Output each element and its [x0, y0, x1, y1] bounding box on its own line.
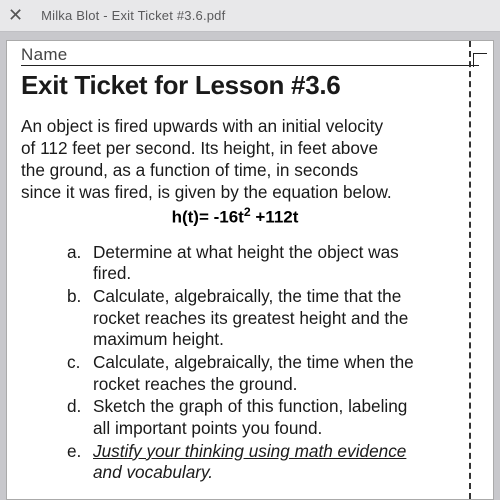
equation-sup: 2 — [244, 205, 251, 219]
problem-line: the ground, as a function of time, in se… — [21, 159, 449, 181]
q-text: Calculate, algebraically, the time that … — [93, 286, 449, 351]
q-letter: a. — [67, 242, 93, 285]
problem-line: An object is fired upwards with an initi… — [21, 115, 449, 137]
equation-post: +112t — [251, 208, 299, 227]
document-page: Name Exit Ticket for Lesson #3.6 An obje… — [6, 40, 494, 500]
equation: h(t)= -16t2 +112t — [0, 205, 479, 228]
page-title: Exit Ticket for Lesson #3.6 — [21, 70, 479, 101]
q-text: Sketch the graph of this function, label… — [93, 396, 449, 439]
q-letter: c. — [67, 352, 93, 395]
question-b: b. Calculate, algebraically, the time th… — [67, 286, 449, 351]
tab-title: Milka Blot - Exit Ticket #3.6.pdf — [41, 8, 225, 23]
name-line: Name — [21, 45, 479, 66]
corner-mark — [473, 53, 487, 67]
q-underlined: Justify your thinking using math evidenc… — [93, 441, 406, 461]
question-list: a. Determine at what height the object w… — [21, 242, 479, 484]
problem-line: since it was fired, is given by the equa… — [21, 181, 449, 203]
question-c: c. Calculate, algebraically, the time wh… — [67, 352, 449, 395]
q-letter: d. — [67, 396, 93, 439]
close-icon[interactable]: ✕ — [8, 5, 23, 26]
question-d: d. Sketch the graph of this function, la… — [67, 396, 449, 439]
q-text: Calculate, algebraically, the time when … — [93, 352, 449, 395]
problem-line: of 112 feet per second. Its height, in f… — [21, 137, 449, 159]
q-letter: b. — [67, 286, 93, 351]
q-letter: e. — [67, 441, 93, 484]
q-text: Justify your thinking using math evidenc… — [93, 441, 449, 484]
q-italic: and vocabulary. — [93, 462, 213, 482]
question-e: e. Justify your thinking using math evid… — [67, 441, 449, 484]
question-a: a. Determine at what height the object w… — [67, 242, 449, 285]
tab-bar: ✕ Milka Blot - Exit Ticket #3.6.pdf — [0, 0, 500, 32]
equation-pre: h(t)= -16t — [172, 208, 244, 227]
name-label: Name — [21, 45, 68, 65]
q-text: Determine at what height the object was … — [93, 242, 449, 285]
problem-text: An object is fired upwards with an initi… — [21, 115, 479, 203]
